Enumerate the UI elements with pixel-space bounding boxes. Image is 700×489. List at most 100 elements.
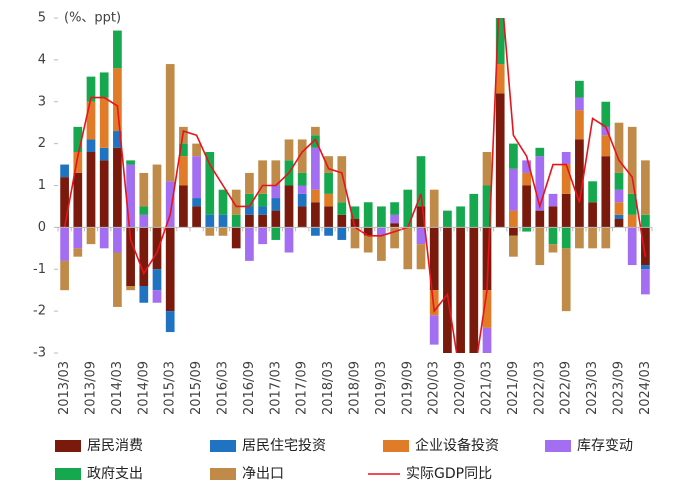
- x-tick-label: 2016/03: [216, 361, 231, 415]
- bar-segment: [641, 227, 650, 266]
- x-tick-label: 2022/03: [532, 361, 547, 415]
- bar-segment: [152, 290, 162, 303]
- bar-segment: [73, 248, 83, 257]
- bar-segment: [443, 227, 452, 353]
- bar-segment: [641, 269, 650, 295]
- bar-segment: [601, 126, 611, 136]
- bar-segment: [245, 206, 254, 215]
- bar-segment: [363, 227, 373, 236]
- legend-swatch: [55, 440, 81, 452]
- bar-segment: [139, 286, 149, 303]
- bar-segment: [522, 227, 531, 232]
- legend-label: 库存变动: [577, 438, 633, 454]
- bar-segment: [311, 126, 320, 136]
- bar-segment: [152, 227, 162, 270]
- bar-segment: [627, 193, 637, 215]
- bar-segment: [324, 172, 333, 194]
- bar-segment: [99, 227, 109, 249]
- bar-segment: [60, 227, 69, 261]
- bar-segment: [614, 172, 624, 190]
- bar-segment: [548, 206, 558, 228]
- bar-segment: [390, 223, 399, 228]
- bar-segment: [311, 135, 320, 148]
- bar-segment: [390, 202, 399, 215]
- bar-segment: [165, 64, 175, 182]
- bar-segment: [614, 214, 624, 219]
- bar-segment: [495, 18, 505, 65]
- bar-segment: [509, 168, 518, 211]
- bar-segment: [126, 286, 135, 291]
- bar-segment: [324, 193, 333, 207]
- bar-segment: [60, 177, 69, 228]
- bar-segment: [179, 156, 188, 186]
- bar-segment: [337, 227, 347, 240]
- bar-segment: [258, 193, 267, 207]
- bar-segment: [561, 164, 571, 194]
- bar-segment: [245, 193, 254, 207]
- bar-segment: [218, 227, 228, 236]
- bar-segment: [126, 164, 135, 228]
- bar-segment: [469, 193, 479, 228]
- bar-segment: [429, 189, 439, 228]
- bar-segment: [165, 227, 175, 312]
- legend-label: 企业设备投资: [415, 437, 499, 454]
- bar-segment: [113, 147, 122, 228]
- bar-segment: [403, 227, 413, 270]
- bar-segment: [258, 160, 267, 194]
- bar-segment: [337, 202, 347, 215]
- bar-segment: [139, 206, 149, 215]
- legend-label: 实际GDP同比: [406, 466, 492, 482]
- x-tick-label: 2019/03: [374, 361, 389, 415]
- bar-segment: [297, 185, 307, 194]
- bar-segment: [245, 227, 254, 261]
- bar-segment: [588, 227, 597, 249]
- bar-segment: [377, 235, 386, 261]
- x-tick-label: 2021/09: [506, 361, 521, 415]
- bar-segment: [390, 214, 399, 224]
- bar-segment: [139, 227, 149, 286]
- bar-segment: [271, 198, 281, 211]
- bar-segment: [324, 206, 333, 228]
- bar-segment: [601, 156, 611, 228]
- y-tick-label: -3: [33, 346, 46, 361]
- bar-segment: [350, 227, 360, 249]
- bar-segment: [113, 30, 122, 69]
- bar-segment: [390, 227, 399, 249]
- bar-segment: [126, 227, 135, 286]
- bar-segment: [297, 139, 307, 173]
- bar-segment: [258, 214, 267, 228]
- bar-segment: [561, 248, 571, 312]
- bar-segment: [429, 290, 439, 316]
- bar-segment: [627, 126, 637, 194]
- bar-segment: [311, 147, 320, 190]
- x-tick-label: 2016/09: [242, 361, 257, 415]
- bar-segment: [403, 189, 413, 228]
- x-tick-label: 2014/09: [136, 361, 151, 415]
- bar-segment: [363, 202, 373, 228]
- bar-segment: [179, 185, 188, 228]
- legend-swatch: [383, 440, 409, 452]
- legend-swatch: [210, 440, 236, 452]
- bar-segment: [641, 214, 650, 228]
- bar-segment: [588, 181, 597, 203]
- x-tick-label: 2023/03: [585, 361, 600, 415]
- bar-segment: [641, 160, 650, 215]
- x-tick-label: 2017/09: [295, 361, 310, 415]
- bar-segment: [126, 160, 135, 165]
- bar-segment: [86, 227, 96, 245]
- bar-segment: [284, 227, 294, 253]
- bar-segment: [311, 227, 320, 236]
- bar-segment: [482, 152, 492, 186]
- x-tick-label: 2018/03: [321, 361, 336, 415]
- bar-segment: [60, 260, 69, 291]
- bar-segment: [522, 160, 531, 173]
- bar-segment: [271, 227, 281, 240]
- bar-segment: [165, 181, 175, 228]
- legend-swatch: [545, 440, 571, 452]
- x-tick-label: 2023/09: [612, 361, 627, 415]
- bar-segment: [271, 160, 281, 186]
- bar-segment: [416, 206, 426, 228]
- bar-segment: [416, 227, 426, 245]
- bar-segment: [601, 227, 611, 249]
- bar-segment: [86, 139, 96, 152]
